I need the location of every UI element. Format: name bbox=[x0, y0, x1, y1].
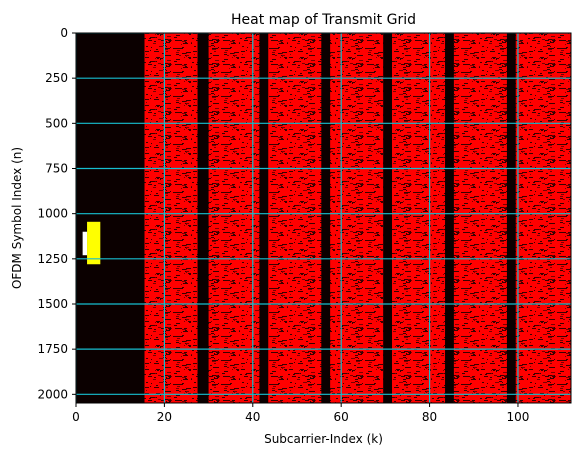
plot-area bbox=[76, 33, 571, 403]
data-band bbox=[330, 33, 384, 403]
y-tick-label: 1250 bbox=[37, 252, 68, 266]
y-tick-label: 1500 bbox=[37, 297, 68, 311]
data-band bbox=[453, 33, 507, 403]
x-tick-label: 80 bbox=[422, 410, 437, 424]
data-band bbox=[268, 33, 322, 403]
y-tick-label: 1750 bbox=[37, 342, 68, 356]
x-tick-label: 0 bbox=[72, 410, 80, 424]
y-tick-label: 500 bbox=[45, 116, 68, 130]
y-tick-label: 2000 bbox=[37, 387, 68, 401]
data-bands bbox=[144, 33, 571, 403]
x-tick-label: 60 bbox=[334, 410, 349, 424]
highlight-block bbox=[82, 231, 88, 256]
data-band bbox=[515, 33, 571, 403]
data-band bbox=[208, 33, 260, 403]
y-tick-label: 750 bbox=[45, 161, 68, 175]
y-axis-label: OFDM Symbol Index (n) bbox=[10, 147, 24, 289]
chart-title: Heat map of Transmit Grid bbox=[231, 12, 416, 28]
y-tick-label: 1000 bbox=[37, 207, 68, 221]
data-band bbox=[144, 33, 198, 403]
y-axis-ticks: 0 250 500 750 1000 1250 1500 1750 2000 bbox=[37, 26, 76, 401]
x-tick-label: 40 bbox=[245, 410, 260, 424]
y-tick-label: 0 bbox=[60, 26, 68, 40]
x-tick-label: 20 bbox=[157, 410, 172, 424]
plot-frame bbox=[75, 32, 572, 404]
y-tick-label: 250 bbox=[45, 71, 68, 85]
grid-lines bbox=[76, 33, 571, 403]
x-axis-ticks: 0 20 40 60 80 100 bbox=[72, 403, 529, 424]
highlight-block bbox=[87, 221, 101, 265]
x-axis-label: Subcarrier-Index (k) bbox=[264, 432, 383, 446]
data-band bbox=[392, 33, 446, 403]
highlight-blocks bbox=[82, 221, 101, 265]
x-tick-label: 100 bbox=[507, 410, 530, 424]
